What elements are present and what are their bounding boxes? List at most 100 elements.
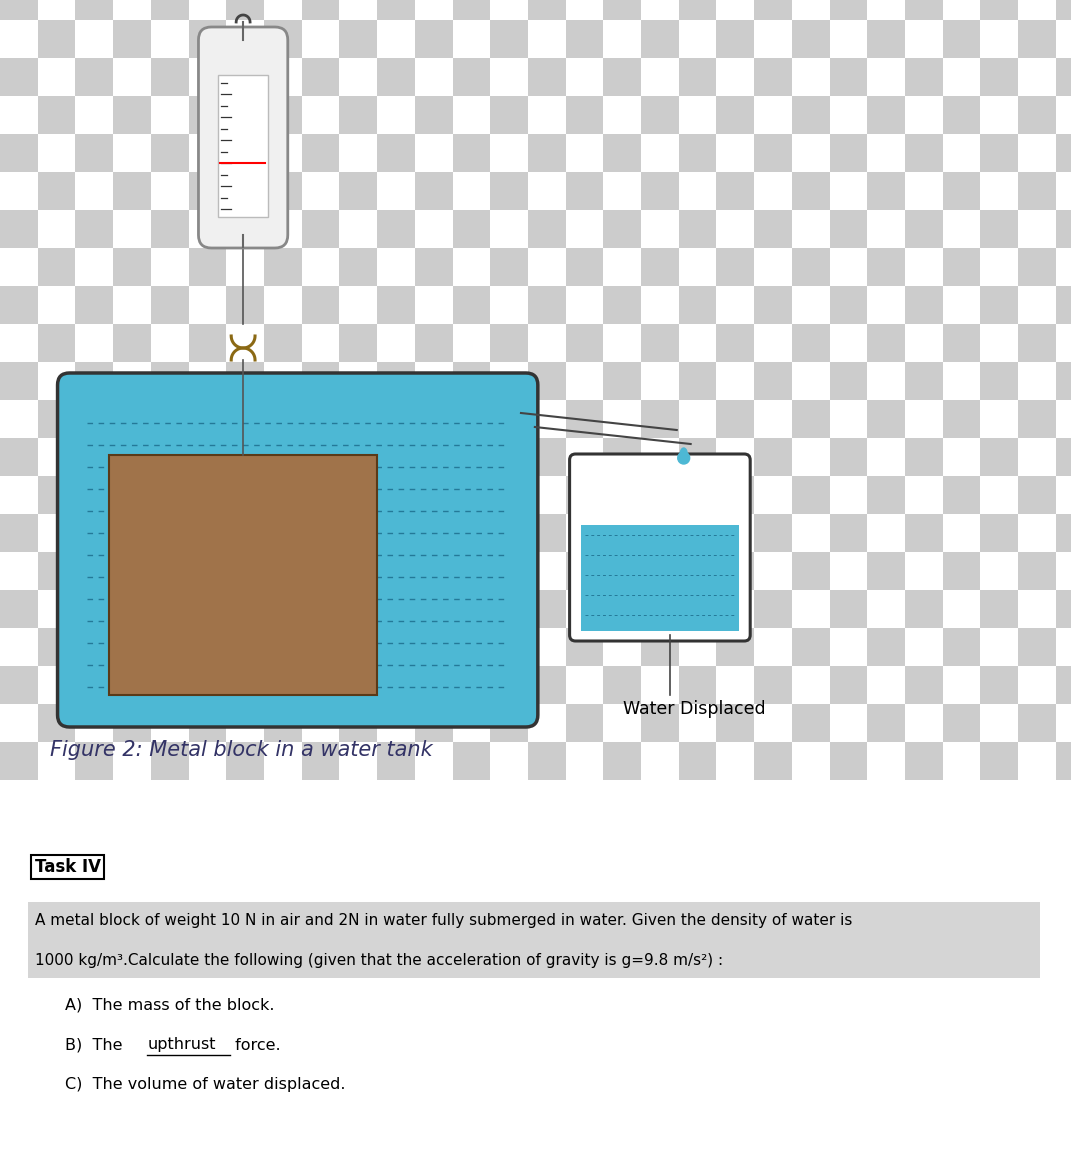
Bar bbox=[113, 476, 151, 514]
Bar bbox=[340, 628, 377, 666]
Bar bbox=[905, 0, 943, 20]
Text: C)  The volume of water displaced.: C) The volume of water displaced. bbox=[65, 1078, 345, 1093]
Bar bbox=[565, 134, 603, 172]
Bar bbox=[264, 476, 302, 514]
Text: 1000 kg/m³.Calculate the following (given that the acceleration of gravity is g=: 1000 kg/m³.Calculate the following (give… bbox=[35, 953, 723, 967]
Bar bbox=[189, 704, 227, 742]
Bar bbox=[302, 704, 340, 742]
Bar bbox=[0, 628, 38, 666]
Bar bbox=[603, 438, 641, 476]
Text: A metal block of weight 10 N in air and 2N in water fully submerged in water. Gi: A metal block of weight 10 N in air and … bbox=[35, 912, 852, 927]
Bar bbox=[943, 248, 981, 285]
Bar bbox=[151, 96, 189, 134]
Bar bbox=[868, 20, 905, 58]
Bar bbox=[151, 666, 189, 704]
Bar bbox=[377, 172, 414, 210]
Bar bbox=[340, 362, 377, 400]
Bar bbox=[868, 58, 905, 96]
Bar bbox=[1019, 742, 1056, 781]
Bar bbox=[340, 58, 377, 96]
Bar bbox=[113, 362, 151, 400]
Bar bbox=[528, 0, 565, 20]
Bar bbox=[1019, 438, 1056, 476]
Bar bbox=[1019, 96, 1056, 134]
Bar bbox=[302, 20, 340, 58]
Bar bbox=[641, 285, 679, 324]
Bar bbox=[905, 285, 943, 324]
Bar bbox=[641, 704, 679, 742]
Text: force.: force. bbox=[231, 1038, 281, 1052]
Bar bbox=[340, 324, 377, 362]
Bar bbox=[792, 362, 830, 400]
Bar bbox=[603, 704, 641, 742]
Bar bbox=[792, 704, 830, 742]
Bar bbox=[716, 134, 754, 172]
Bar bbox=[679, 362, 716, 400]
Bar bbox=[754, 666, 792, 704]
Bar bbox=[905, 210, 943, 248]
Bar bbox=[302, 134, 340, 172]
Bar bbox=[528, 476, 565, 514]
Bar bbox=[1019, 552, 1056, 589]
Bar bbox=[340, 476, 377, 514]
Bar bbox=[38, 0, 76, 20]
Bar bbox=[264, 589, 302, 628]
Bar bbox=[38, 514, 76, 552]
Bar bbox=[113, 704, 151, 742]
Bar bbox=[302, 96, 340, 134]
Bar bbox=[754, 476, 792, 514]
Bar bbox=[0, 172, 38, 210]
Bar bbox=[716, 324, 754, 362]
Bar bbox=[1056, 362, 1079, 400]
Bar bbox=[113, 589, 151, 628]
Bar bbox=[830, 172, 868, 210]
Bar bbox=[754, 96, 792, 134]
Bar bbox=[565, 20, 603, 58]
Bar bbox=[754, 0, 792, 20]
Bar bbox=[868, 514, 905, 552]
Bar bbox=[565, 400, 603, 438]
Bar bbox=[565, 628, 603, 666]
Bar bbox=[528, 742, 565, 781]
Bar bbox=[792, 58, 830, 96]
Bar bbox=[641, 628, 679, 666]
Bar bbox=[302, 285, 340, 324]
Bar bbox=[38, 438, 76, 476]
Bar bbox=[113, 210, 151, 248]
Bar bbox=[528, 172, 565, 210]
Bar bbox=[340, 134, 377, 172]
Ellipse shape bbox=[680, 449, 687, 460]
Bar bbox=[151, 172, 189, 210]
Bar bbox=[868, 134, 905, 172]
Bar bbox=[490, 210, 528, 248]
Bar bbox=[641, 589, 679, 628]
Bar bbox=[565, 666, 603, 704]
Bar bbox=[754, 210, 792, 248]
Bar bbox=[943, 324, 981, 362]
Bar bbox=[1019, 285, 1056, 324]
Bar bbox=[189, 589, 227, 628]
Bar bbox=[1019, 324, 1056, 362]
Bar bbox=[189, 324, 227, 362]
Bar bbox=[1056, 58, 1079, 96]
Bar bbox=[151, 438, 189, 476]
Bar bbox=[905, 666, 943, 704]
Bar bbox=[792, 324, 830, 362]
Bar bbox=[603, 172, 641, 210]
Bar bbox=[414, 628, 452, 666]
Bar bbox=[754, 134, 792, 172]
Bar bbox=[830, 58, 868, 96]
Bar bbox=[565, 172, 603, 210]
Bar bbox=[414, 210, 452, 248]
Bar bbox=[981, 0, 1019, 20]
Bar bbox=[905, 172, 943, 210]
Bar bbox=[792, 96, 830, 134]
Bar bbox=[679, 210, 716, 248]
FancyBboxPatch shape bbox=[57, 373, 537, 727]
Bar bbox=[113, 666, 151, 704]
Bar bbox=[264, 742, 302, 781]
Bar bbox=[603, 210, 641, 248]
Bar bbox=[377, 0, 414, 20]
Bar bbox=[264, 285, 302, 324]
Bar bbox=[830, 362, 868, 400]
